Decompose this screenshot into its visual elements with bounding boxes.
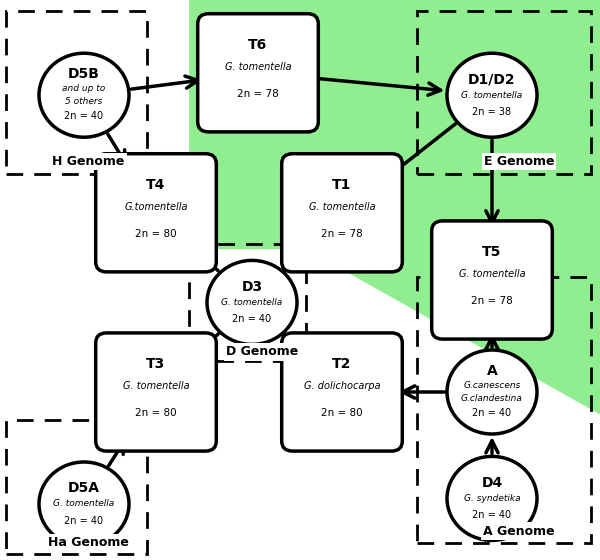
Text: D4: D4 bbox=[481, 476, 503, 489]
Text: G.tomentella: G.tomentella bbox=[124, 202, 188, 212]
Circle shape bbox=[447, 53, 537, 137]
Circle shape bbox=[39, 53, 129, 137]
Text: G. tomentella: G. tomentella bbox=[224, 62, 292, 72]
FancyBboxPatch shape bbox=[431, 221, 552, 339]
Text: G.canescens: G.canescens bbox=[463, 381, 521, 390]
FancyBboxPatch shape bbox=[281, 154, 402, 272]
Circle shape bbox=[447, 456, 537, 540]
Text: T3: T3 bbox=[146, 357, 166, 371]
Text: Ha Genome: Ha Genome bbox=[48, 536, 129, 549]
Text: G. tomentella: G. tomentella bbox=[221, 298, 283, 307]
Text: 2n = 80: 2n = 80 bbox=[321, 408, 363, 418]
Text: 2n = 80: 2n = 80 bbox=[135, 229, 177, 239]
Text: 5 others: 5 others bbox=[65, 97, 103, 106]
Text: G. dolichocarpa: G. dolichocarpa bbox=[304, 381, 380, 391]
FancyBboxPatch shape bbox=[198, 14, 318, 132]
Circle shape bbox=[207, 260, 297, 344]
Circle shape bbox=[447, 350, 537, 434]
Text: T6: T6 bbox=[248, 38, 268, 52]
Text: G. tomentella: G. tomentella bbox=[458, 269, 526, 279]
Text: 2n = 40: 2n = 40 bbox=[64, 111, 104, 122]
Text: H Genome: H Genome bbox=[52, 155, 125, 168]
Circle shape bbox=[39, 462, 129, 546]
Text: 2n = 80: 2n = 80 bbox=[135, 408, 177, 418]
Polygon shape bbox=[189, 0, 600, 414]
Text: T5: T5 bbox=[482, 245, 502, 259]
Text: T2: T2 bbox=[332, 357, 352, 371]
FancyBboxPatch shape bbox=[96, 333, 217, 451]
Text: D Genome: D Genome bbox=[226, 346, 299, 358]
Text: G.clandestina: G.clandestina bbox=[461, 394, 523, 403]
Text: 2n = 40: 2n = 40 bbox=[472, 408, 512, 418]
Text: D5A: D5A bbox=[68, 481, 100, 495]
Text: A Genome: A Genome bbox=[483, 525, 555, 538]
Text: 2n = 40: 2n = 40 bbox=[64, 516, 104, 526]
Text: G. tomentella: G. tomentella bbox=[53, 500, 115, 508]
Text: E Genome: E Genome bbox=[484, 155, 554, 168]
FancyBboxPatch shape bbox=[281, 333, 402, 451]
Text: D3: D3 bbox=[241, 279, 263, 293]
Text: and up to: and up to bbox=[62, 84, 106, 93]
Text: 2n = 38: 2n = 38 bbox=[472, 107, 512, 117]
Text: G. syndetika: G. syndetika bbox=[464, 494, 520, 503]
Text: 2n = 40: 2n = 40 bbox=[472, 510, 512, 520]
Text: 2n = 40: 2n = 40 bbox=[232, 314, 272, 324]
Text: T4: T4 bbox=[146, 178, 166, 192]
Text: G. tomentella: G. tomentella bbox=[122, 381, 190, 391]
Text: D1/D2: D1/D2 bbox=[468, 72, 516, 86]
Text: 2n = 78: 2n = 78 bbox=[321, 229, 363, 239]
FancyBboxPatch shape bbox=[96, 154, 217, 272]
Text: D5B: D5B bbox=[68, 67, 100, 81]
Text: 2n = 78: 2n = 78 bbox=[237, 89, 279, 99]
Text: 2n = 78: 2n = 78 bbox=[471, 296, 513, 306]
Text: G. tomentella: G. tomentella bbox=[308, 202, 376, 212]
Text: T1: T1 bbox=[332, 178, 352, 192]
Text: A: A bbox=[487, 364, 497, 378]
Text: G. tomentella: G. tomentella bbox=[461, 91, 523, 100]
